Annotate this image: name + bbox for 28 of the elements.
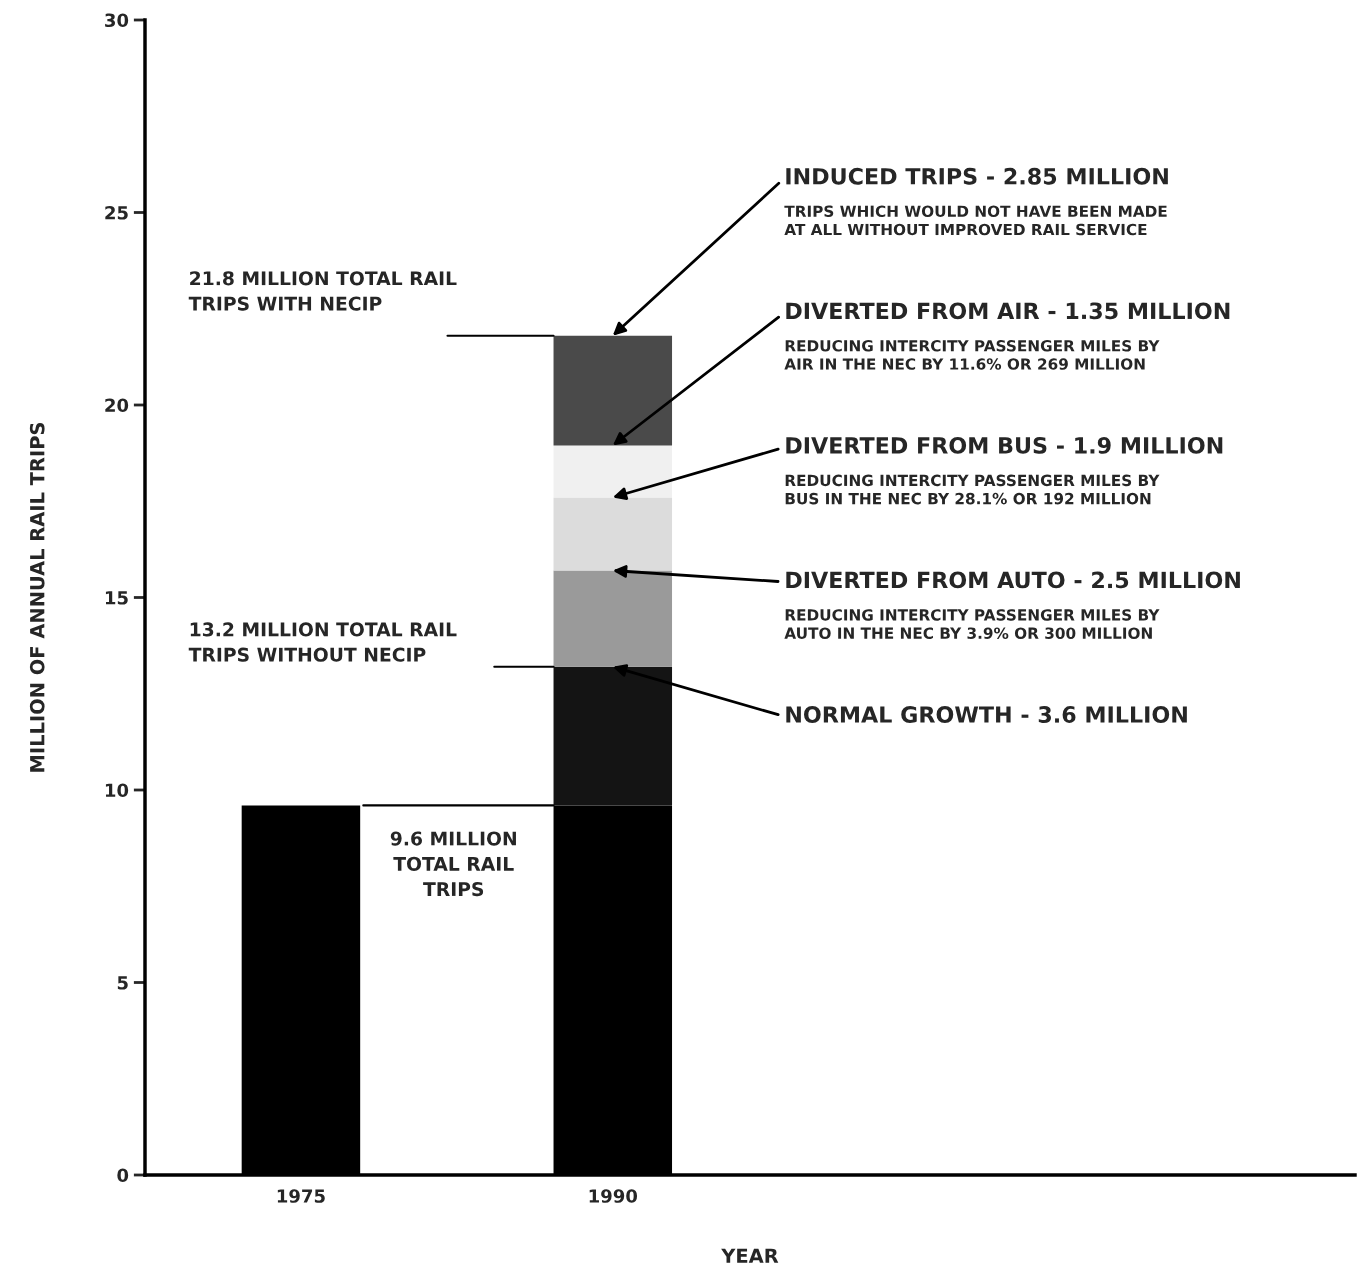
bar (553, 570, 673, 667)
y-tick-label: 25 (105, 205, 128, 220)
annotation: DIVERTED FROM AIR - 1.35 MILLION (786, 302, 1230, 320)
ref-line-label: 13.2 MILLION TOTAL RAIL TRIPS WITHOUT NECIP (188, 622, 457, 662)
bar (553, 666, 673, 806)
text: TRIPS WHICH WOULD NOT HAVE BEEN MADE AT ALL WITHOUT IMPROVED RAIL SERVICE (784, 205, 1167, 236)
annotation: INDUCED TRIPS - 2.85 MILLION (786, 167, 1168, 185)
bar (553, 335, 673, 446)
y-axis-title: MILLION OF ANNUAL RAIL TRIPS (29, 422, 45, 772)
text: REDUCING INTERCITY PASSENGER MILES BY BUS IN THE NEC BY 28.1% OR 192 MILLION (785, 474, 1160, 505)
y-tick-label: 10 (105, 783, 129, 798)
annotation: DIVERTED FROM AUTO - 2.5 MILLION (786, 571, 1240, 589)
bar (553, 497, 673, 571)
x-tick-label: 1990 (589, 1189, 638, 1203)
y-tick-label: 30 (105, 13, 129, 28)
y-tick-label: 20 (105, 398, 129, 413)
ref-line-label: 21.8 MILLION TOTAL RAIL TRIPS WITH NECIP (188, 271, 457, 311)
annotation: NORMAL GROWTH - 3.6 MILLION (786, 706, 1187, 723)
y-tick-label: 5 (117, 976, 128, 990)
y-tick-label: 0 (117, 1168, 129, 1183)
bar (553, 445, 673, 498)
x-axis-title: YEAR (721, 1248, 779, 1263)
text: REDUCING INTERCITY PASSENGER MILES BY AUTO IN THE NEC BY 3.9% OR 300 MILLION (784, 609, 1160, 639)
annotation: DIVERTED FROM BUS - 1.9 MILLION (786, 436, 1223, 454)
text: REDUCING INTERCITY PASSENGER MILES BY AIR IN THE NEC BY 11.6% OR 269 MILLION (784, 340, 1160, 370)
ref-line-label: 9.6 MILLION TOTAL RAIL TRIPS (390, 831, 516, 897)
x-tick-label: 1975 (277, 1189, 325, 1203)
y-tick-label: 15 (105, 591, 128, 605)
